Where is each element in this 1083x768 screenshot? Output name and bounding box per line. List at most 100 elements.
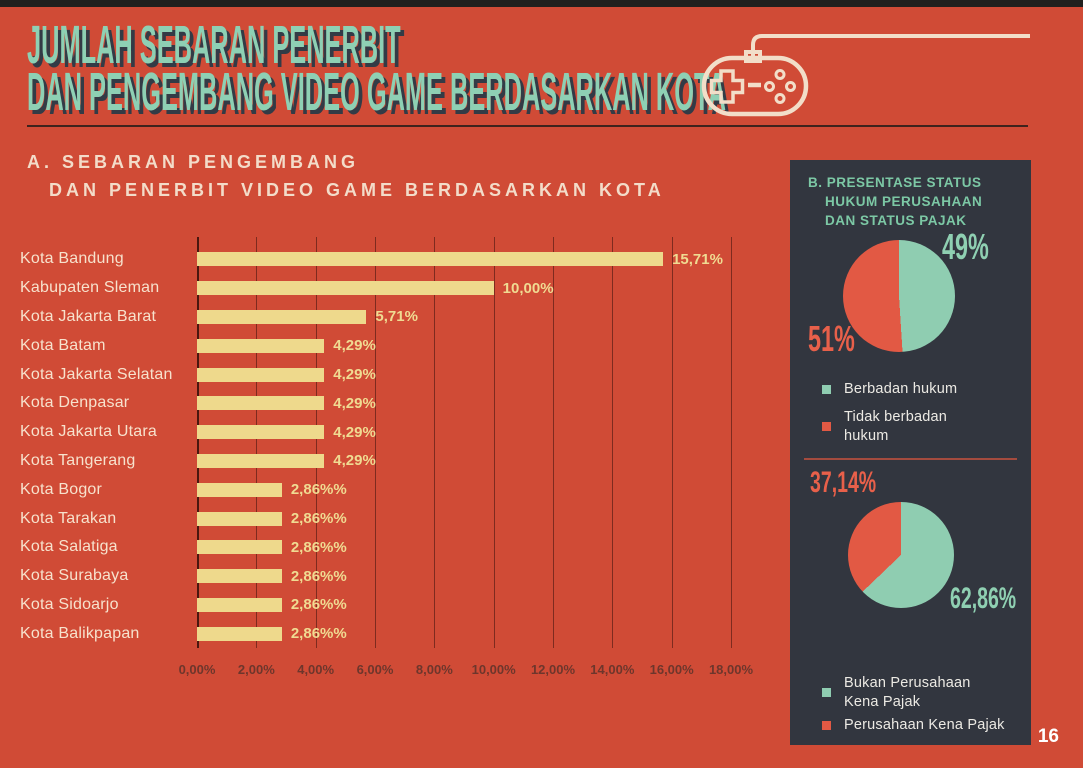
section-a-heading-line1: A. SEBARAN PENGEMBANG: [27, 152, 360, 172]
axis-tick-label: 4,00%: [297, 662, 335, 677]
gridline: [434, 237, 436, 648]
bar-category-label: Kota Denpasar: [20, 394, 130, 412]
bar-category-label: Kota Tangerang: [20, 451, 136, 469]
bar: [197, 453, 325, 468]
bar: [197, 511, 282, 526]
bar-plot-area: 5,71%: [197, 308, 731, 325]
pie-chart-legal-status: [843, 240, 955, 352]
bar-plot-area: 4,29%: [197, 424, 731, 441]
legend-item-perusahaan-kena-pajak: Perusahaan Kena Pajak: [822, 716, 1007, 735]
bar-value-label: 4,29%: [333, 394, 376, 412]
bar-category-label: Kota Jakarta Selatan: [20, 365, 173, 383]
panel-status-hukum-pajak: B. PRESENTASE STATUS HUKUM PERUSAHAAN DA…: [790, 160, 1031, 745]
bar-row: Kota Bogor 2,86%%: [20, 475, 740, 504]
bar-row: Kota Bandung 15,71%: [20, 245, 740, 274]
panel-b-heading: B. PRESENTASE STATUS HUKUM PERUSAHAAN DA…: [808, 175, 983, 228]
bar: [197, 482, 282, 497]
bar-value-label: 2,86%%: [290, 567, 347, 585]
bar-category-label: Kota Bandung: [20, 250, 124, 268]
section-a-heading: A. SEBARAN PENGEMBANG DAN PENERBIT VIDEO…: [27, 152, 665, 201]
bar-value-label: 4,29%: [333, 423, 376, 441]
gridline: [731, 237, 732, 648]
page-number: 16: [1037, 726, 1059, 747]
gridline: [553, 237, 554, 648]
bar-value-label: 2,86%%: [290, 538, 347, 556]
legend-swatch-red-icon: [822, 422, 831, 432]
page-title-line2: DAN PENGEMBANG VIDEO GAME BERDASARKAN KO…: [27, 62, 726, 122]
axis-tick-label: 16,00%: [649, 662, 694, 677]
bar-category-label: Kota Jakarta Utara: [20, 423, 157, 441]
bar-plot-area: 2,86%%: [197, 510, 731, 527]
bar-row: Kota Jakarta Utara 4,29%: [20, 418, 740, 447]
game-controller-icon: [701, 34, 1030, 117]
bar: [197, 281, 494, 296]
bar-category-label: Kota Batam: [20, 336, 106, 354]
bar-category-label: Kota Salatiga: [20, 538, 118, 556]
legend-item-tidak-berbadan-hukum: Tidak berbadan hukum: [822, 408, 992, 446]
bar-row: Kota Jakarta Selatan 4,29%: [20, 360, 740, 389]
bar-category-label: Kota Surabaya: [20, 567, 129, 585]
bar: [197, 367, 325, 382]
bar: [197, 338, 325, 353]
bar-plot-area: 2,86%%: [197, 596, 731, 613]
legend-label: Berbadan hukum: [844, 381, 958, 397]
bar-value-label: 5,71%: [375, 308, 418, 326]
bar-value-label: 2,86%%: [290, 625, 347, 643]
bar-row: Kabupaten Sleman 10,00%: [20, 274, 740, 303]
bar: [197, 252, 664, 267]
bar-plot-area: 4,29%: [197, 452, 731, 469]
bar-row: Kota Jakarta Barat 5,71%: [20, 303, 740, 332]
page-title: JUMLAH SEBARAN PENERBIT DAN PENGEMBANG V…: [27, 15, 1083, 122]
legend-item-bukan-perusahaan-kena-pajak: Bukan Perusahaan Kena Pajak: [822, 674, 1007, 712]
bar: [197, 597, 282, 612]
bar-plot-area: 4,29%: [197, 366, 731, 383]
bar: [197, 626, 282, 641]
bar-plot-area: 4,29%: [197, 395, 731, 412]
gridline: [375, 237, 376, 648]
bar-value-label: 4,29%: [333, 337, 376, 355]
bar-value-label: 4,29%: [333, 452, 376, 470]
axis-tick-label: 8,00%: [415, 662, 453, 677]
bar-value-label: 10,00%: [502, 279, 554, 297]
bar-row: Kota Surabaya 2,86%%: [20, 562, 740, 591]
bar-plot-area: 10,00%: [197, 280, 731, 297]
legend-swatch-teal-icon: [822, 384, 831, 394]
legend-label: Tidak berbadan hukum: [844, 409, 948, 444]
bar-plot-area: 15,71%: [197, 251, 731, 268]
bar: [197, 309, 367, 324]
panel-divider: [804, 458, 1017, 460]
legend-item-berbadan-hukum: Berbadan hukum: [822, 380, 1007, 399]
legend-swatch-teal-icon: [822, 688, 831, 698]
bar-row: Kota Tarakan 2,86%%: [20, 504, 740, 533]
bar-category-label: Kota Jakarta Barat: [20, 307, 157, 325]
legend-label: Bukan Perusahaan Kena Pajak: [844, 675, 971, 710]
pie-label-berbadan-hukum: 49%: [942, 226, 989, 267]
pie-label-bukan-perusahaan-kena-pajak: 62,86%: [950, 582, 1017, 615]
gridline: [671, 237, 673, 648]
legend-swatch-red-icon: [822, 720, 831, 730]
axis-tick-label: 12,00%: [530, 662, 576, 677]
page-title-line1: JUMLAH SEBARAN PENERBIT: [27, 15, 401, 75]
gridline: [612, 237, 614, 648]
pie-label-tidak-berbadan-hukum: 51%: [808, 318, 855, 359]
pie-label-perusahaan-kena-pajak: 37,14%: [810, 466, 877, 499]
bar-plot-area: 4,29%: [197, 337, 731, 354]
bar-value-label: 15,71%: [672, 250, 723, 268]
axis-tick-label: 14,00%: [590, 662, 635, 677]
bar: [197, 569, 282, 584]
bar-value-label: 2,86%%: [290, 596, 347, 614]
bar-category-label: Kota Bogor: [20, 480, 103, 498]
panel-body: B. PRESENTASE STATUS HUKUM PERUSAHAAN DA…: [790, 160, 1031, 745]
bar-category-label: Kota Balikpapan: [20, 624, 140, 642]
axis-tick-label: 18,00%: [708, 662, 754, 677]
gridline: [197, 237, 199, 648]
city-distribution-bar-chart: Kota Bandung 15,71% Kabupaten Sleman 10,00%…: [20, 237, 753, 692]
bar-row: Kota Tangerang 4,29%: [20, 447, 740, 476]
bar: [197, 396, 325, 411]
legend-label: Perusahaan Kena Pajak: [844, 717, 1005, 733]
bar-plot-area: 2,86%%: [197, 539, 731, 556]
bar-category-label: Kabupaten Sleman: [20, 279, 160, 297]
bar-category-label: Kota Sidoarjo: [20, 595, 119, 613]
axis-tick-label: 2,00%: [237, 662, 275, 677]
